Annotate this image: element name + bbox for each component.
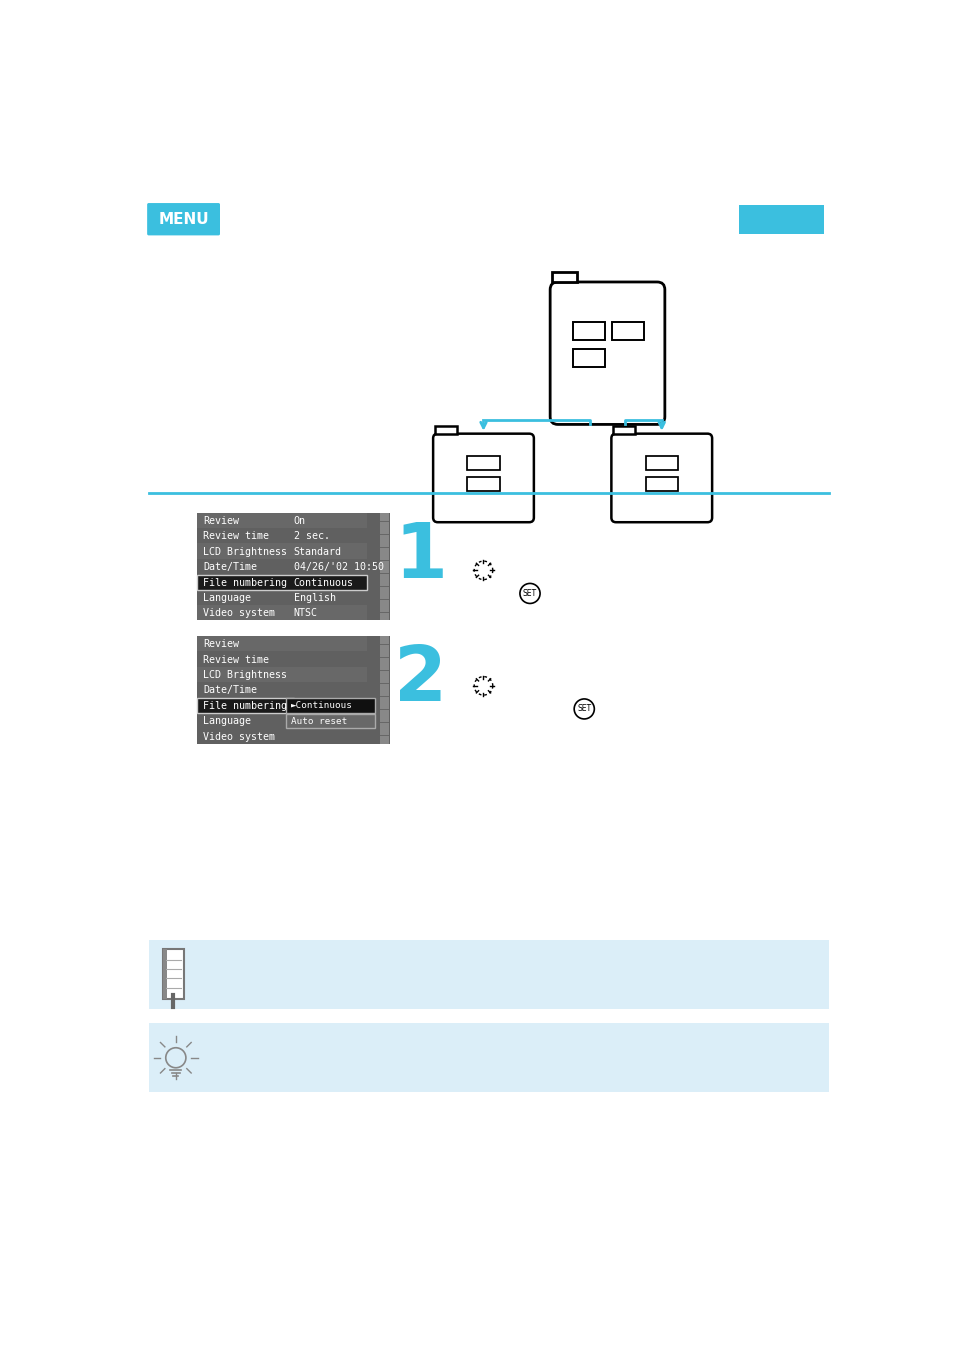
Text: File numbering: File numbering	[203, 577, 287, 588]
Text: LCD Brightness: LCD Brightness	[203, 546, 287, 557]
FancyBboxPatch shape	[196, 575, 367, 589]
Text: English: English	[294, 594, 335, 603]
Text: MENU: MENU	[158, 212, 209, 227]
FancyBboxPatch shape	[379, 512, 389, 621]
Text: NTSC: NTSC	[294, 608, 317, 618]
FancyBboxPatch shape	[433, 434, 534, 522]
FancyBboxPatch shape	[162, 949, 184, 999]
FancyBboxPatch shape	[196, 667, 367, 681]
Text: ►Continuous: ►Continuous	[291, 702, 352, 710]
FancyBboxPatch shape	[467, 456, 499, 470]
Text: Review: Review	[203, 516, 238, 526]
FancyBboxPatch shape	[196, 635, 390, 744]
Text: Auto reset: Auto reset	[291, 717, 346, 726]
Text: Language: Language	[203, 717, 251, 726]
FancyBboxPatch shape	[147, 203, 220, 235]
Text: Date/Time: Date/Time	[203, 562, 256, 572]
Text: Date/Time: Date/Time	[203, 685, 256, 695]
Text: Video system: Video system	[203, 731, 274, 742]
Text: 04/26/'02 10:50: 04/26/'02 10:50	[294, 562, 383, 572]
Text: LCD Brightness: LCD Brightness	[203, 671, 287, 680]
Text: 2: 2	[394, 644, 447, 718]
Text: SET: SET	[522, 589, 537, 598]
Text: Language: Language	[203, 594, 251, 603]
Text: On: On	[294, 516, 305, 526]
FancyBboxPatch shape	[573, 349, 604, 368]
FancyBboxPatch shape	[379, 635, 389, 744]
Text: 2 sec.: 2 sec.	[294, 531, 330, 541]
FancyBboxPatch shape	[645, 477, 678, 491]
FancyBboxPatch shape	[196, 604, 367, 621]
Text: Review time: Review time	[203, 531, 269, 541]
FancyBboxPatch shape	[196, 635, 367, 652]
FancyBboxPatch shape	[286, 698, 375, 713]
Text: Continuous: Continuous	[294, 577, 354, 588]
Text: SET: SET	[577, 704, 591, 714]
FancyBboxPatch shape	[550, 283, 664, 425]
FancyBboxPatch shape	[196, 544, 367, 558]
Text: Video system: Video system	[203, 608, 274, 618]
FancyBboxPatch shape	[739, 204, 823, 234]
FancyBboxPatch shape	[196, 512, 390, 621]
FancyBboxPatch shape	[196, 698, 294, 713]
FancyBboxPatch shape	[162, 949, 167, 999]
FancyBboxPatch shape	[435, 426, 456, 434]
FancyBboxPatch shape	[286, 714, 375, 729]
Text: Review time: Review time	[203, 654, 269, 665]
FancyBboxPatch shape	[149, 940, 828, 1009]
FancyBboxPatch shape	[612, 426, 635, 434]
FancyBboxPatch shape	[196, 512, 367, 529]
FancyBboxPatch shape	[612, 322, 643, 341]
FancyBboxPatch shape	[611, 434, 711, 522]
Text: 1: 1	[394, 521, 447, 595]
Text: Standard: Standard	[294, 546, 341, 557]
FancyBboxPatch shape	[467, 477, 499, 491]
FancyBboxPatch shape	[645, 456, 678, 470]
FancyBboxPatch shape	[149, 1023, 828, 1092]
Text: Review: Review	[203, 639, 238, 649]
Text: File numbering: File numbering	[203, 700, 287, 711]
FancyBboxPatch shape	[573, 322, 604, 341]
FancyBboxPatch shape	[551, 272, 577, 283]
